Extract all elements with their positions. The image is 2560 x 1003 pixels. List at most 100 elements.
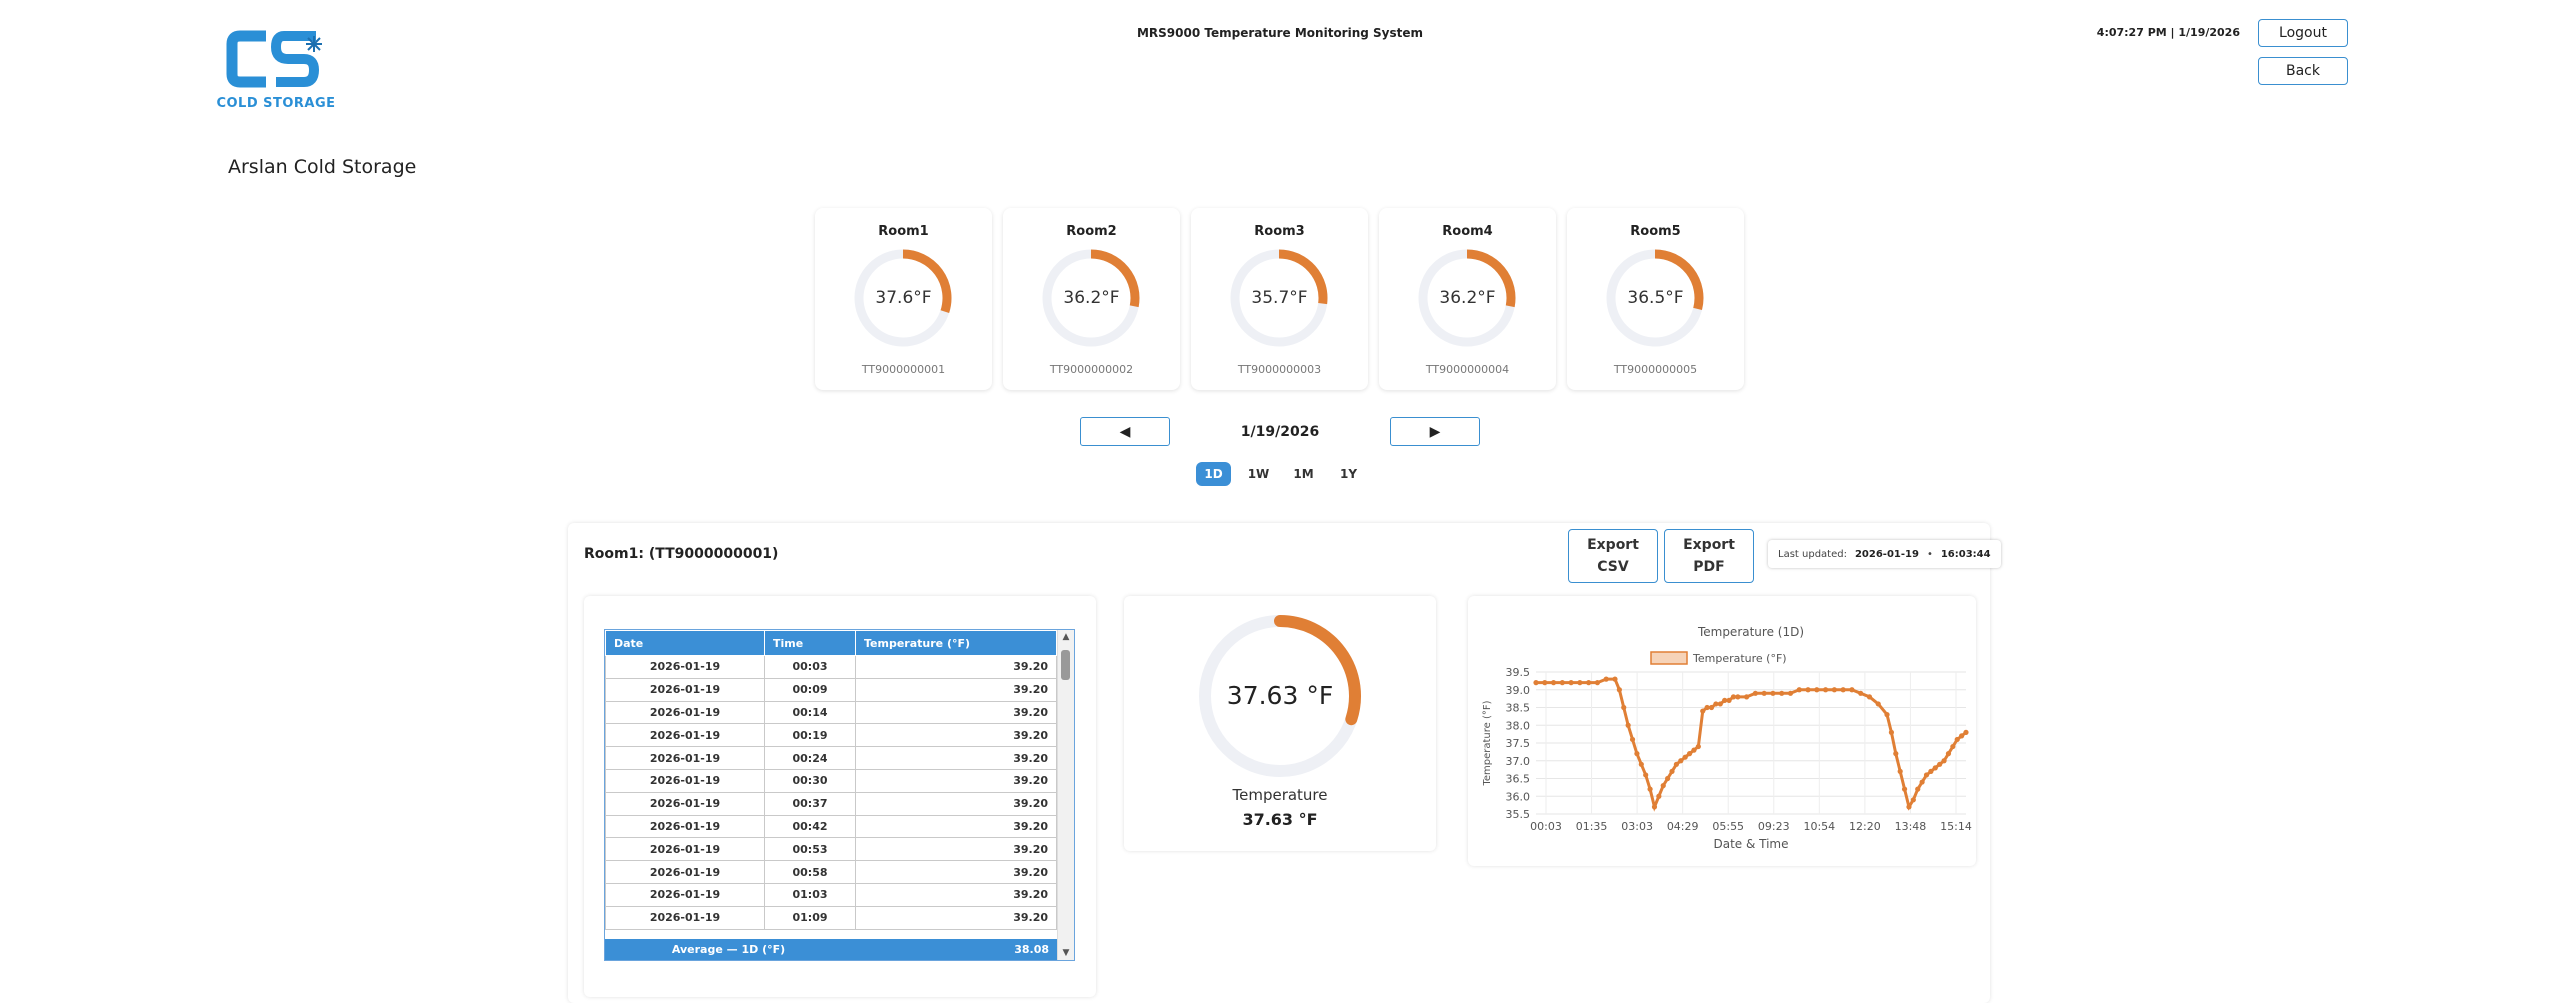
range-button-1w[interactable]: 1W [1241,462,1276,486]
table-row[interactable]: 2026-01-19 00:03 39.20 [605,655,1057,679]
x-tick-label: 05:55 [1712,820,1744,833]
cell-temperature: 39.20 [855,791,1057,816]
data-point [1915,786,1921,792]
export-pdf-button[interactable]: Export PDF [1664,529,1754,583]
data-point [1858,690,1864,696]
room-card-2[interactable]: Room2 36.2°F TT9000000002 [1003,208,1180,390]
x-tick-label: 00:03 [1530,820,1562,833]
table-header-row: Date Time Temperature (°F) [605,630,1057,656]
cell-date: 2026-01-19 [605,791,765,816]
table-row[interactable]: 2026-01-19 00:24 39.20 [605,746,1057,770]
cell-time: 00:30 [764,768,856,793]
table-scrollbar[interactable]: ▲ ▼ [1057,630,1074,960]
data-point [1932,765,1938,771]
gauge-fill [1278,249,1328,305]
data-point [1919,779,1925,785]
room-serial: TT9000000004 [1425,363,1510,376]
room-serial: TT9000000001 [861,363,946,376]
column-header-temperature[interactable]: Temperature (°F) [855,630,1057,656]
range-button-1y[interactable]: 1Y [1331,462,1366,486]
back-button[interactable]: Back [2258,57,2348,85]
range-button-1m[interactable]: 1M [1286,462,1321,486]
readings-table-container[interactable]: Date Time Temperature (°F) 2026-01-19 00… [604,629,1075,961]
x-tick-label: 10:54 [1803,820,1835,833]
gauge-fill [1654,249,1704,311]
table-row[interactable]: 2026-01-19 01:03 39.20 [605,882,1057,907]
table-row[interactable]: 2026-01-19 00:53 39.20 [605,837,1057,862]
previous-date-button[interactable]: ◀ [1080,417,1170,446]
column-header-time[interactable]: Time [764,630,856,656]
gauge-fill [902,249,952,313]
temperature-gauge [1199,615,1361,777]
x-tick-label: 15:14 [1940,820,1972,833]
data-point [1805,687,1811,693]
gauge-fill [1274,615,1361,726]
table-row[interactable]: 2026-01-19 01:09 39.20 [605,905,1057,930]
temperature-gauge-card [1124,596,1436,851]
range-selector: 1D 1W 1M 1Y [1196,462,1366,486]
data-point [1682,754,1688,760]
room-card-5[interactable]: Room5 36.5°F TT9000000005 [1567,208,1744,390]
legend-label: Temperature (°F) [1692,652,1787,665]
export-csv-button[interactable]: Export CSV [1568,529,1658,583]
data-point [1928,768,1934,774]
cell-temperature: 39.20 [855,905,1057,930]
data-point [1656,793,1662,799]
room-gauge [1606,249,1704,347]
cell-date: 2026-01-19 [605,677,765,702]
next-date-button[interactable]: ▶ [1390,417,1480,446]
cell-time: 00:14 [764,700,856,725]
room-card-1[interactable]: Room1 37.6°F TT9000000001 [815,208,992,390]
table-row[interactable]: 2026-01-19 00:19 39.20 [605,723,1057,748]
export-csv-line2: CSV [1597,559,1629,575]
room-card-4[interactable]: Room4 36.2°F TT9000000004 [1379,208,1556,390]
data-point [1945,751,1952,757]
data-point [1700,708,1706,714]
data-point [1730,694,1737,700]
data-point [1695,743,1701,750]
data-point [1901,786,1908,792]
table-row[interactable]: 2026-01-19 00:14 39.20 [605,700,1057,725]
data-point [1866,694,1873,700]
room-card-3[interactable]: Room3 35.7°F TT9000000003 [1191,208,1368,390]
data-point [1849,687,1855,693]
export-pdf-line2: PDF [1693,559,1725,575]
data-point [1814,687,1820,693]
data-point [1625,722,1631,728]
room-serial: TT9000000005 [1613,363,1698,376]
scroll-up-icon[interactable]: ▲ [1062,632,1070,642]
x-tick-label: 13:48 [1895,820,1927,833]
table-row[interactable]: 2026-01-19 00:37 39.20 [605,791,1057,816]
range-button-1d[interactable]: 1D [1196,462,1231,486]
data-point [1708,704,1715,711]
room-gauge [854,249,952,347]
last-updated-badge: Last updated: 2026-01-19 • 16:03:44 [1768,540,2001,568]
column-header-date[interactable]: Date [605,630,765,656]
cell-date: 2026-01-19 [605,814,765,839]
last-updated-separator: • [1926,548,1933,560]
data-point [1840,687,1846,693]
cell-temperature: 39.20 [855,723,1057,748]
cell-temperature: 39.20 [855,860,1057,884]
data-point [1910,797,1916,803]
company-logo: COLD STORAGE [216,26,336,112]
cell-temperature: 39.20 [855,746,1057,770]
table-row[interactable]: 2026-01-19 00:42 39.20 [605,814,1057,839]
y-tick-label: 36.0 [1506,790,1531,803]
data-point [1686,751,1693,757]
table-row[interactable]: 2026-01-19 00:09 39.20 [605,677,1057,702]
data-point [1779,690,1785,696]
table-row[interactable]: 2026-01-19 00:30 39.20 [605,768,1057,793]
y-tick-label: 39.5 [1506,666,1531,679]
scrollbar-thumb[interactable] [1061,650,1070,680]
triangle-right-icon: ▶ [1429,423,1441,440]
room-serial: TT9000000002 [1049,363,1134,376]
data-point [1937,761,1943,767]
y-tick-label: 37.5 [1506,737,1531,750]
data-point [1722,697,1728,703]
data-point [1761,690,1767,696]
table-row[interactable]: 2026-01-19 00:58 39.20 [605,860,1057,884]
logout-button[interactable]: Logout [2258,19,2348,47]
data-point [1923,772,1930,778]
scroll-down-icon[interactable]: ▼ [1062,948,1070,958]
